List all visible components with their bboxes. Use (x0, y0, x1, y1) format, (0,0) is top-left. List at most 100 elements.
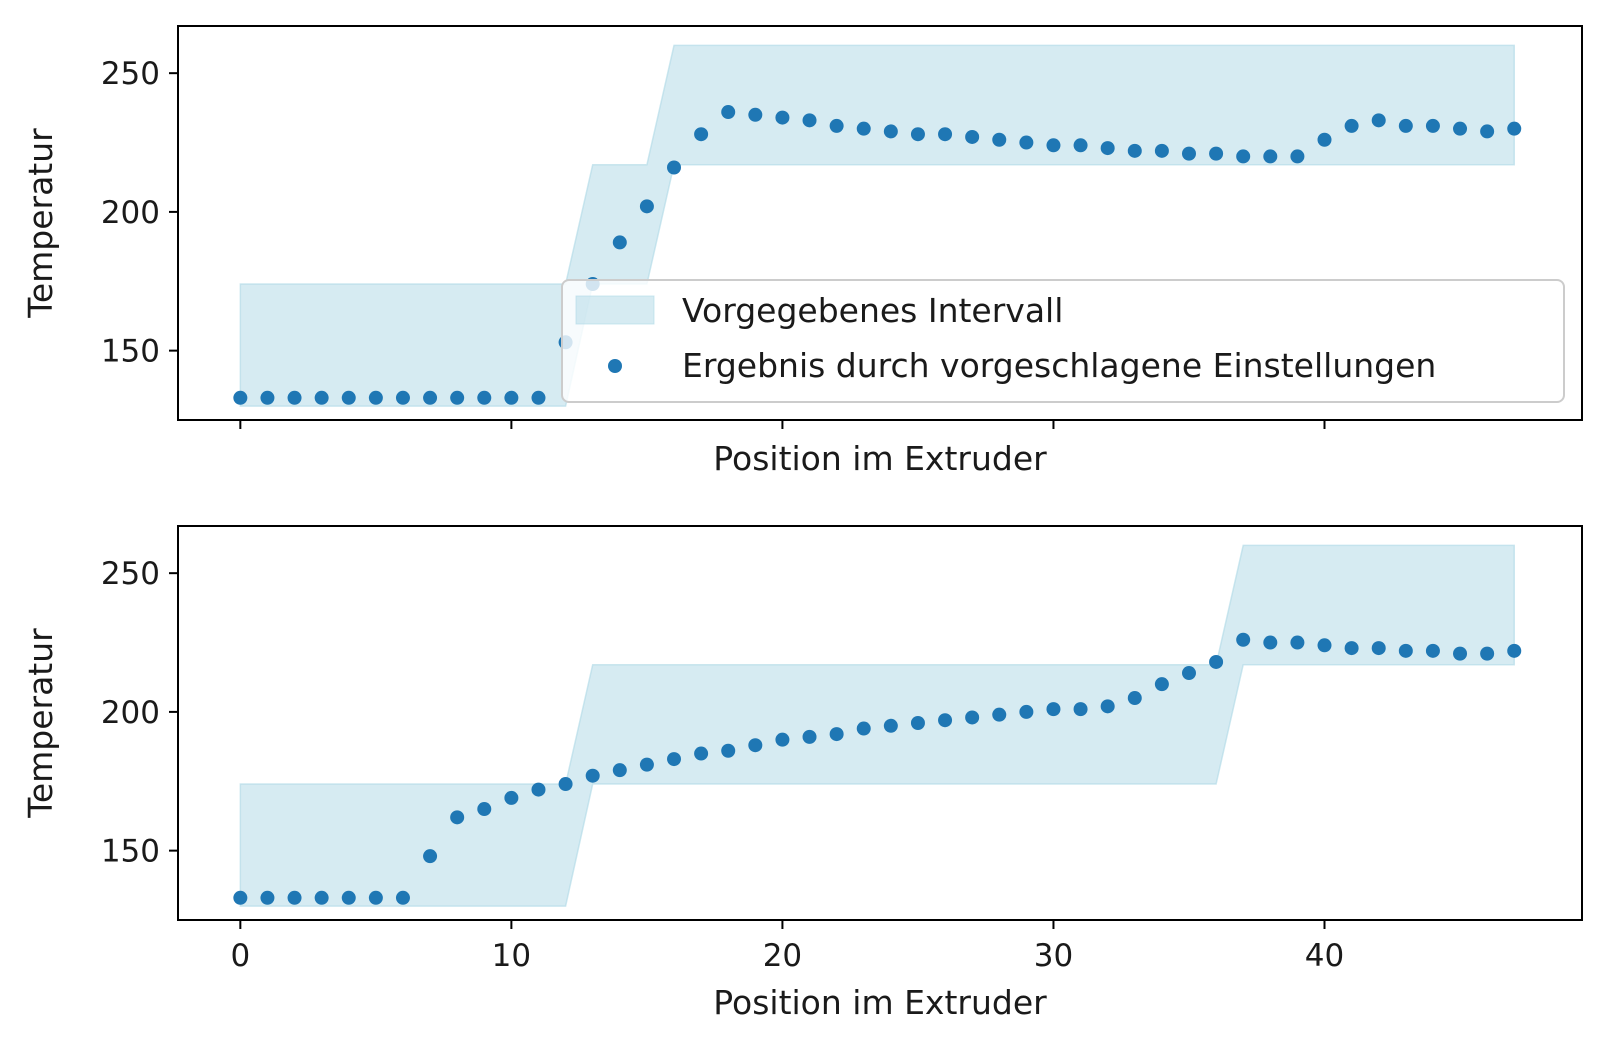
y-tick-label: 150 (101, 334, 160, 370)
data-point (1236, 632, 1251, 647)
data-point (531, 390, 546, 405)
data-point (1453, 121, 1468, 136)
data-point (910, 127, 925, 142)
legend-label-interval: Vorgegebenes Intervall (682, 291, 1063, 330)
data-point (694, 127, 709, 142)
interval-band (239, 544, 1515, 907)
data-point (775, 732, 790, 747)
data-point (1290, 149, 1305, 164)
data-point (612, 763, 627, 778)
data-point (1100, 699, 1115, 714)
x-axis-label: Position im Extruder (713, 983, 1047, 1022)
data-point (1019, 704, 1034, 719)
x-tick-label: 40 (1305, 938, 1344, 974)
data-point (260, 390, 275, 405)
data-point (233, 890, 248, 905)
data-point (1209, 146, 1224, 161)
legend-box (561, 279, 1565, 403)
data-point (1127, 691, 1142, 706)
data-point (1127, 143, 1142, 158)
data-point (1453, 646, 1468, 661)
data-point (423, 390, 438, 405)
data-point (856, 121, 871, 136)
y-tick-label: 250 (101, 556, 160, 592)
data-point (233, 390, 248, 405)
data-point (558, 777, 573, 792)
data-point (531, 782, 546, 797)
data-point (1181, 666, 1196, 681)
data-point (287, 890, 302, 905)
data-point (938, 127, 953, 142)
axes-frame (177, 25, 1583, 421)
data-point (1181, 146, 1196, 161)
legend-point-marker (608, 359, 622, 373)
subplot-1: 150 200 250 Position im Extruder Temperatur V… (21, 25, 1583, 478)
data-point (1046, 138, 1061, 153)
legend: Vorgegebenes Intervall Ergebnis durch vor… (561, 279, 1565, 403)
data-point (992, 132, 1007, 147)
data-point (368, 890, 383, 905)
data-point (667, 160, 682, 175)
data-point (1317, 638, 1332, 653)
y-tick-label: 250 (101, 56, 160, 92)
data-point (1290, 635, 1305, 650)
data-point (965, 129, 980, 144)
data-point (450, 390, 465, 405)
data-point (314, 390, 329, 405)
y-tick-label: 200 (101, 695, 160, 731)
data-point (341, 890, 356, 905)
data-point (612, 235, 627, 250)
data-point (368, 390, 383, 405)
legend-band-swatch (575, 295, 655, 325)
data-point (504, 390, 519, 405)
data-point (287, 390, 302, 405)
data-point (748, 738, 763, 753)
x-axis-label: Position im Extruder (713, 439, 1047, 478)
data-point (829, 727, 844, 742)
data-point (1398, 643, 1413, 658)
data-point (802, 729, 817, 744)
subplot-2: 150 200 250 0 10 20 30 40 Position im Extruder Te… (21, 525, 1583, 1022)
data-point (450, 810, 465, 825)
data-point (1371, 113, 1386, 128)
data-point (856, 721, 871, 736)
data-point (694, 746, 709, 761)
y-tick-label: 200 (101, 195, 160, 231)
data-point (1019, 135, 1034, 150)
data-point (1154, 143, 1169, 158)
data-point (1046, 702, 1061, 717)
data-point (802, 113, 817, 128)
data-point (775, 110, 790, 125)
x-tick-label: 20 (763, 938, 802, 974)
data-point (1480, 124, 1495, 139)
data-point (992, 707, 1007, 722)
data-point (341, 390, 356, 405)
data-point (667, 752, 682, 767)
data-point (910, 716, 925, 730)
data-point (1073, 138, 1088, 153)
data-point (1317, 132, 1332, 147)
data-point (965, 710, 980, 725)
x-tick-label: 30 (1034, 938, 1073, 974)
x-tick-label: 10 (492, 938, 531, 974)
data-point (1073, 702, 1088, 717)
y-tick-label: 150 (101, 834, 160, 870)
data-point (1100, 141, 1115, 156)
data-point (883, 718, 898, 733)
axes-frame (177, 525, 1583, 921)
legend-label-result: Ergebnis durch vorgeschlagene Einstellun… (682, 346, 1436, 385)
data-point (1344, 118, 1359, 133)
x-tick-label: 0 (230, 938, 250, 974)
data-point (585, 768, 600, 783)
data-point (1425, 118, 1440, 133)
data-point (1154, 677, 1169, 692)
data-point (883, 124, 898, 139)
data-point (260, 890, 275, 905)
data-point (423, 849, 438, 864)
data-point (1398, 118, 1413, 133)
y-axis-label: Temperatur (21, 128, 60, 319)
data-point (477, 390, 492, 405)
data-point (748, 107, 763, 122)
data-point (395, 390, 410, 405)
